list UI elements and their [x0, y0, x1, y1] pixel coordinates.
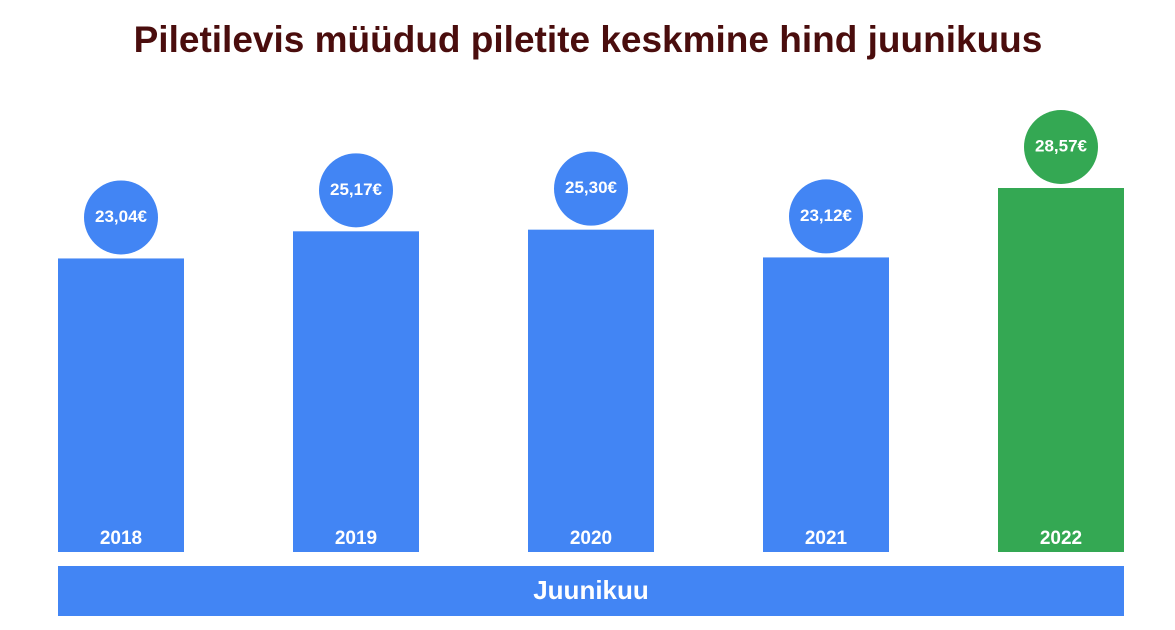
- bar: [293, 231, 419, 552]
- x-axis-label: Juunikuu: [533, 575, 649, 605]
- bar: [998, 188, 1124, 552]
- chart-title: Piletilevis müüdud piletite keskmine hin…: [134, 19, 1043, 60]
- bar: [528, 229, 654, 553]
- category-label: 2020: [570, 528, 612, 549]
- value-label: 23,12€: [800, 206, 853, 225]
- value-label: 28,57€: [1035, 136, 1088, 155]
- category-label: 2021: [805, 528, 848, 549]
- x-axis-band: [58, 566, 1124, 616]
- bar: [763, 257, 889, 552]
- value-badge: [789, 179, 863, 254]
- category-label: 2018: [100, 528, 142, 549]
- value-label: 25,30€: [565, 178, 618, 197]
- category-label: 2019: [335, 528, 377, 549]
- value-badge: [319, 153, 393, 228]
- value-label: 23,04€: [95, 207, 148, 226]
- category-label: 2022: [1040, 528, 1082, 549]
- value-badge: [84, 180, 158, 255]
- value-label: 25,17€: [330, 180, 383, 199]
- value-badge: [1024, 110, 1098, 184]
- bar: [58, 258, 184, 552]
- value-badge: [554, 151, 628, 226]
